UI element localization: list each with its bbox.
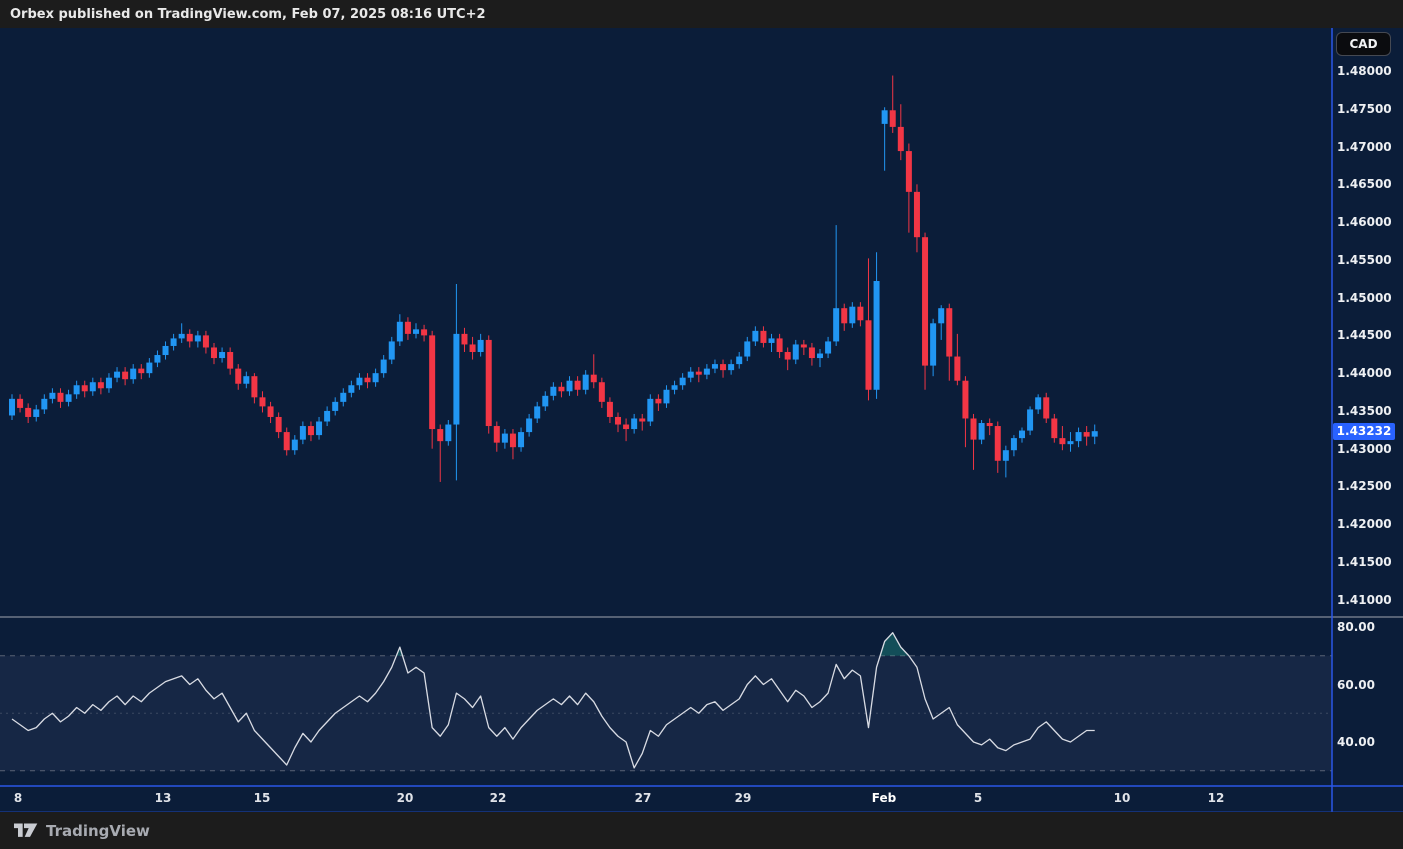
price-axis-label: 1.46000 <box>1337 215 1392 230</box>
time-axis-label-13: 13 <box>154 791 172 805</box>
time-axis-label-Feb: Feb <box>871 791 897 805</box>
tradingview-logo-text: TradingView <box>46 821 150 840</box>
publish-bar-text: Orbex published on TradingView.com, Feb … <box>10 6 486 22</box>
candles <box>9 75 1098 482</box>
tradingview-logo-icon <box>14 823 38 837</box>
rsi-axis-label: 60.00 <box>1337 677 1375 692</box>
time-axis-label-10: 10 <box>1113 791 1131 805</box>
price-axis-label: 1.48000 <box>1337 64 1392 78</box>
last-price-tag: 1.43232 <box>1333 422 1395 440</box>
time-axis-label-29: 29 <box>734 791 752 805</box>
price-axis-label: 1.45000 <box>1337 290 1392 305</box>
rsi-axis-label: 40.00 <box>1337 735 1375 749</box>
chart-canvas[interactable] <box>0 28 1403 812</box>
price-axis-label: 1.47500 <box>1337 101 1392 116</box>
time-axis-label-12: 12 <box>1207 791 1225 805</box>
rsi-line <box>11 632 1095 769</box>
symbol-chip-label: CAD <box>1349 37 1378 51</box>
price-axis-label: 1.46500 <box>1337 177 1392 192</box>
time-axis-label-5: 5 <box>973 791 983 805</box>
rsi-axis-label: 80.00 <box>1337 620 1375 634</box>
price-axis-label: 1.41000 <box>1337 592 1392 607</box>
footer-bar: TradingView <box>0 812 1403 849</box>
price-axis-label: 1.43500 <box>1337 403 1392 418</box>
time-axis-label-15: 15 <box>253 791 271 805</box>
time-axis[interactable]: 8 13 15 20 22 27 29 Feb 5 10 12 <box>0 786 1403 812</box>
last-price-value: 1.43232 <box>1336 423 1392 438</box>
price-axis-label: 1.44000 <box>1337 366 1392 381</box>
price-axis-label: 1.43000 <box>1337 441 1392 456</box>
chart-area[interactable]: CAD 1.48000 1.47500 1.47000 1.46500 1.46000 1… <box>0 28 1403 812</box>
symbol-chip[interactable]: CAD <box>1336 32 1391 56</box>
price-axis-label: 1.47000 <box>1337 139 1392 154</box>
rsi-band-fill <box>0 655 1332 771</box>
price-axis-label: 1.42000 <box>1337 517 1392 532</box>
price-axis-label: 1.41500 <box>1337 555 1392 569</box>
price-axis-label: 1.44500 <box>1337 328 1392 343</box>
price-axis-label: 1.42500 <box>1337 479 1392 494</box>
time-axis-label-8: 8 <box>13 791 23 805</box>
time-axis-label-27: 27 <box>634 791 652 805</box>
time-axis-label-22: 22 <box>489 791 507 805</box>
time-axis-label-20: 20 <box>396 791 414 805</box>
tradingview-logo[interactable]: TradingView <box>14 822 150 840</box>
price-axis-label: 1.45500 <box>1337 252 1392 267</box>
publish-bar: Orbex published on TradingView.com, Feb … <box>0 0 1403 28</box>
